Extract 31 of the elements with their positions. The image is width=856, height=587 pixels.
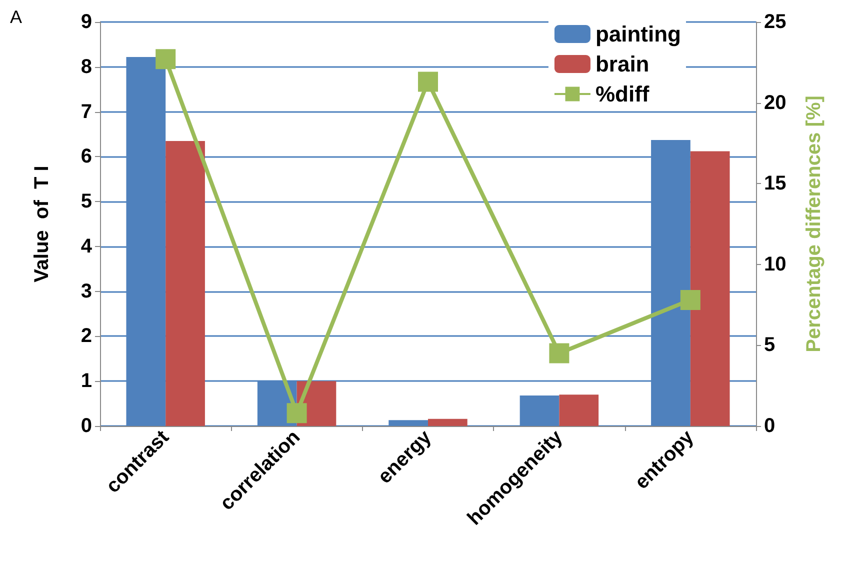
- y-tick-label: 1: [80, 370, 92, 392]
- bar: [559, 394, 599, 426]
- point: [680, 290, 700, 310]
- y2-tick-label: 25: [764, 11, 786, 33]
- y-axis-title: Value of T I: [31, 166, 53, 282]
- y2-tick-label: 5: [764, 334, 776, 356]
- y2-tick-label: 0: [764, 415, 776, 437]
- text: A: [10, 7, 22, 27]
- y2-tick-label: 20: [764, 92, 786, 114]
- bar: [166, 140, 205, 426]
- y-tick-label: 8: [80, 56, 92, 78]
- y2-tick-label: 10: [764, 253, 786, 276]
- legend-label: painting: [595, 22, 682, 46]
- point: [156, 49, 176, 70]
- point: [286, 403, 307, 424]
- y-tick-label: 5: [80, 190, 92, 213]
- y-tick-label: 3: [80, 280, 92, 302]
- legend-label: %diff: [595, 82, 650, 106]
- point: [418, 72, 438, 92]
- legend-label: brain: [595, 52, 650, 76]
- point: [549, 343, 570, 364]
- bar: [428, 418, 468, 426]
- y-tick-label: 6: [80, 146, 92, 168]
- y-tick-label: 0: [80, 415, 92, 437]
- y2-axis-title: Percentage differences [%]: [803, 96, 825, 352]
- bar: [690, 151, 730, 426]
- y-tick-label: 2: [80, 325, 92, 348]
- y-tick-label: 4: [80, 235, 93, 258]
- y-tick-label: 9: [80, 11, 92, 33]
- y2-tick-label: 15: [764, 172, 786, 195]
- y-tick-label: 7: [80, 100, 92, 123]
